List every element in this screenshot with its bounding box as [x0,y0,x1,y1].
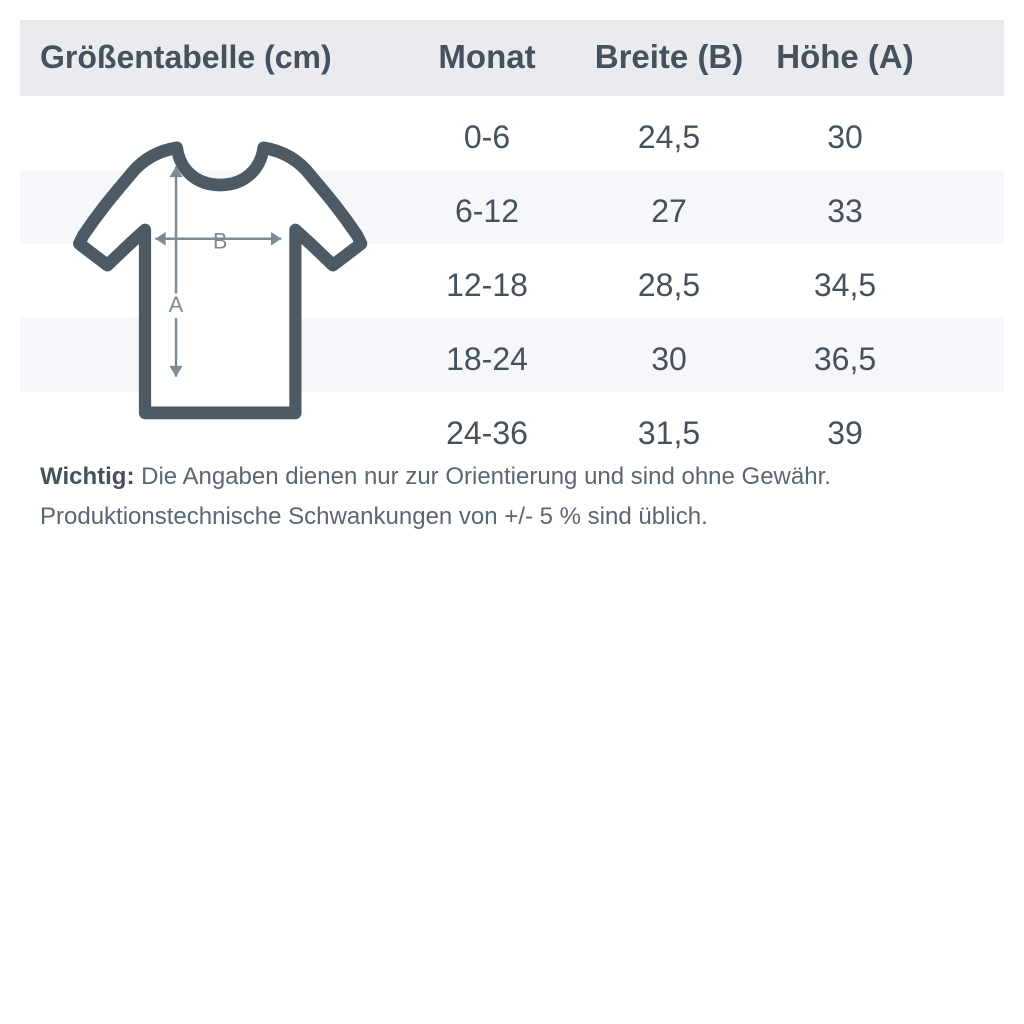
svg-text:B: B [213,228,227,253]
svg-text:A: A [169,292,184,317]
